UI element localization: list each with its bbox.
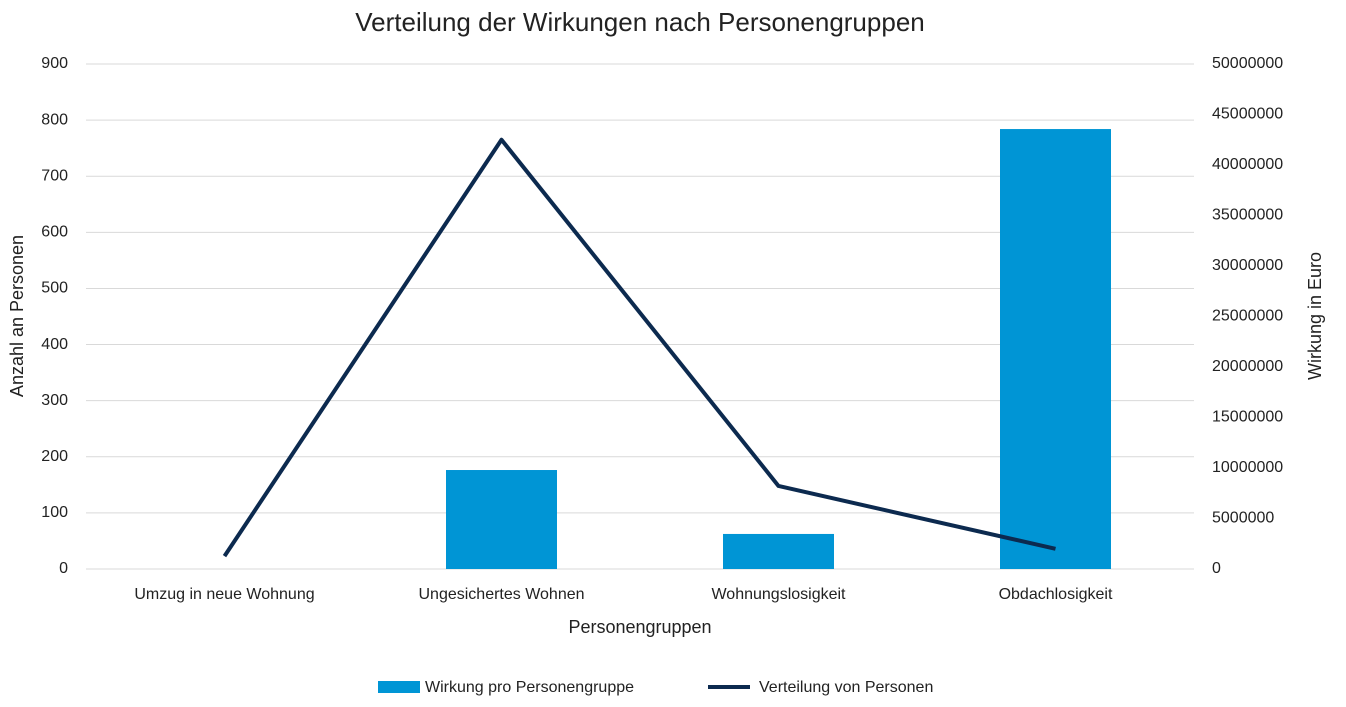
chart-title: Verteilung der Wirkungen nach Personengr… bbox=[355, 7, 925, 37]
bar bbox=[1000, 129, 1111, 569]
y2-tick-label: 0 bbox=[1212, 560, 1221, 577]
x-axis-title: Personengruppen bbox=[568, 617, 711, 637]
y2-tick-label: 50000000 bbox=[1212, 55, 1283, 72]
legend-swatch bbox=[378, 681, 420, 693]
y2-axis-title: Wirkung in Euro bbox=[1305, 252, 1325, 380]
y-tick-label: 100 bbox=[41, 504, 68, 521]
y2-tick-label: 20000000 bbox=[1212, 358, 1283, 375]
y-tick-label: 300 bbox=[41, 392, 68, 409]
x-tick-label: Umzug in neue Wohnung bbox=[134, 586, 314, 603]
x-tick-label: Obdachlosigkeit bbox=[999, 586, 1113, 603]
x-tick-label: Wohnungslosigkeit bbox=[711, 586, 846, 603]
y-tick-label: 800 bbox=[41, 111, 68, 128]
y-tick-label: 200 bbox=[41, 448, 68, 465]
legend-label: Verteilung von Personen bbox=[759, 679, 933, 696]
y-tick-label: 600 bbox=[41, 224, 68, 241]
y-tick-label: 500 bbox=[41, 280, 68, 297]
y-axis-title: Anzahl an Personen bbox=[7, 235, 27, 397]
line bbox=[222, 137, 1056, 558]
y-tick-label: 700 bbox=[41, 167, 68, 184]
bar bbox=[723, 533, 834, 569]
y2-tick-label: 10000000 bbox=[1212, 459, 1283, 476]
y-tick-label: 400 bbox=[41, 336, 68, 353]
y-tick-label: 900 bbox=[41, 55, 68, 72]
y2-tick-label: 35000000 bbox=[1212, 207, 1283, 224]
y2-tick-label: 5000000 bbox=[1212, 510, 1274, 527]
y-tick-label: 0 bbox=[59, 560, 68, 577]
y2-tick-label: 30000000 bbox=[1212, 257, 1283, 274]
y2-tick-label: 15000000 bbox=[1212, 409, 1283, 426]
y2-tick-label: 25000000 bbox=[1212, 308, 1283, 325]
y2-tick-label: 40000000 bbox=[1212, 156, 1283, 173]
x-tick-label: Ungesichertes Wohnen bbox=[418, 586, 584, 603]
legend-label: Wirkung pro Personengruppe bbox=[425, 679, 634, 696]
y2-tick-label: 45000000 bbox=[1212, 106, 1283, 123]
bar bbox=[446, 470, 557, 569]
